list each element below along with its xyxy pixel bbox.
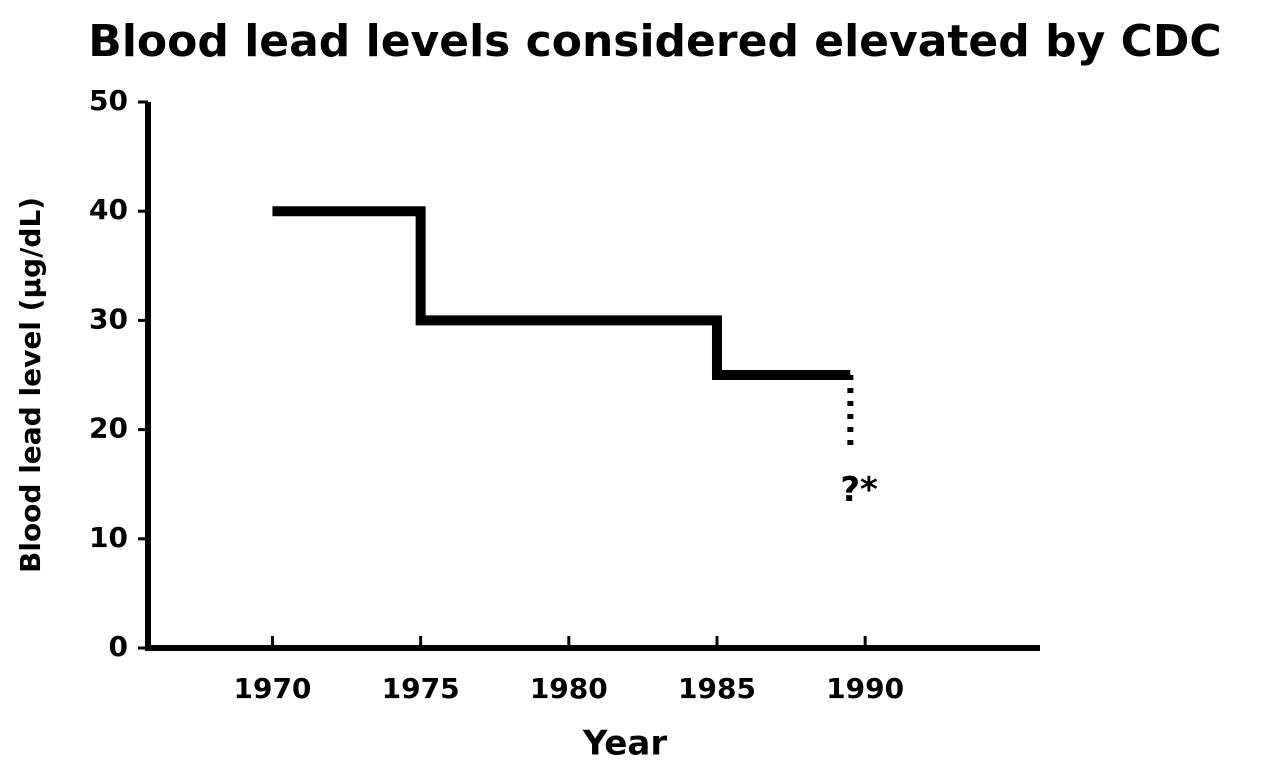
x-axis-label: Year	[582, 724, 668, 764]
x-tick-label: 1970	[233, 672, 311, 705]
y-axis-label: Blood lead level (µg/dL)	[14, 197, 47, 573]
y-tick-label: 10	[89, 521, 128, 554]
y-tick-label: 0	[109, 630, 128, 663]
y-tick-label: 30	[89, 302, 128, 335]
y-tick-label: 20	[89, 412, 128, 445]
annotation: ?*	[840, 470, 878, 510]
y-tick-label: 50	[89, 84, 128, 117]
step-line	[272, 206, 851, 380]
x-tick-label: 1990	[826, 672, 904, 705]
x-tick-label: 1975	[382, 672, 460, 705]
x-tick-label: 1980	[530, 672, 608, 705]
y-tick-label: 40	[89, 193, 128, 226]
x-tick-label: 1985	[678, 672, 756, 705]
chart-title: Blood lead levels considered elevated by…	[88, 16, 1221, 67]
